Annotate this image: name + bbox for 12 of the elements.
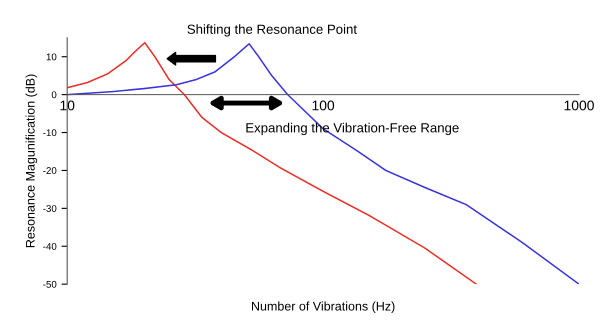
y-tick-label: -40: [43, 242, 56, 250]
y-tick-label: -10: [43, 129, 56, 136]
y-tick-label: 0: [52, 91, 56, 98]
y-tick-label: -30: [43, 205, 56, 212]
y-tick-label: -20: [43, 167, 56, 174]
y-tick-label: 10: [46, 53, 56, 60]
y-tick-label: -50: [43, 280, 56, 288]
x-tick-label: 100: [312, 100, 334, 110]
text: Shifting the Resonance Point: [187, 24, 357, 37]
y-axis-title: Resonance Magunification (dB): [26, 74, 38, 248]
x-tick-label: 1000: [564, 100, 594, 110]
x-axis-title: Number of Vibrations (Hz): [252, 301, 394, 314]
